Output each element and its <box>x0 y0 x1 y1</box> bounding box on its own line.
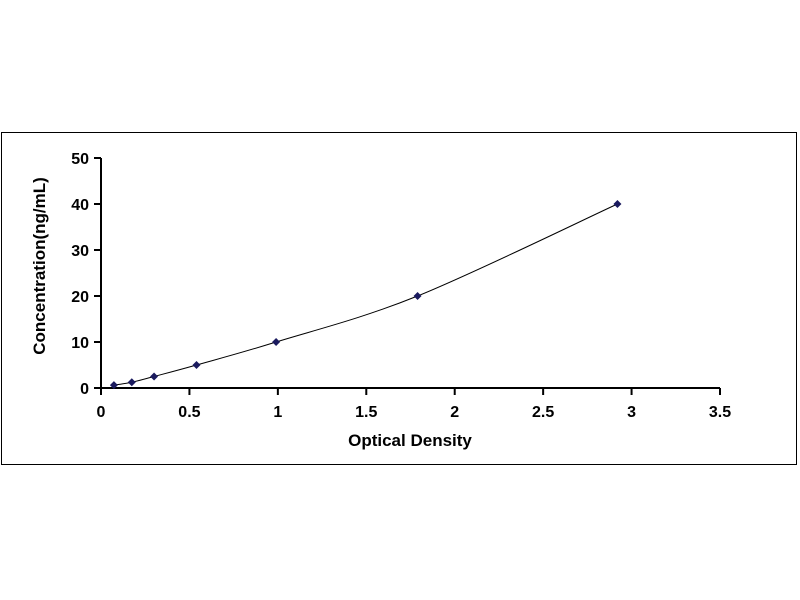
trend-curve <box>113 203 618 386</box>
chart-frame <box>1 132 797 465</box>
x-tick-label: 2.5 <box>532 404 554 421</box>
data-point <box>272 338 281 346</box>
data-point <box>192 361 201 369</box>
x-tick-label: 1.5 <box>355 404 377 421</box>
y-tick-label: 10 <box>71 335 89 352</box>
y-tick-label: 50 <box>71 151 89 168</box>
x-tick-label: 2 <box>450 404 459 421</box>
x-tick-label: 1 <box>273 404 282 421</box>
data-point <box>413 292 422 300</box>
data-point <box>150 372 159 381</box>
x-tick-label: 3.5 <box>709 404 731 421</box>
x-tick-label: 3 <box>627 404 636 421</box>
y-tick-label: 0 <box>80 381 89 398</box>
y-tick-label: 20 <box>71 289 89 306</box>
data-point <box>127 378 136 387</box>
data-point <box>613 200 622 208</box>
y-tick-label: 40 <box>71 197 89 214</box>
x-axis-label: Optical Density <box>348 431 472 450</box>
y-tick-label: 30 <box>71 243 89 260</box>
y-axis-label: Concentration(ng/mL) <box>30 177 49 355</box>
x-tick-label: 0.5 <box>178 404 200 421</box>
data-point <box>109 381 118 390</box>
x-tick-label: 0 <box>97 404 106 421</box>
